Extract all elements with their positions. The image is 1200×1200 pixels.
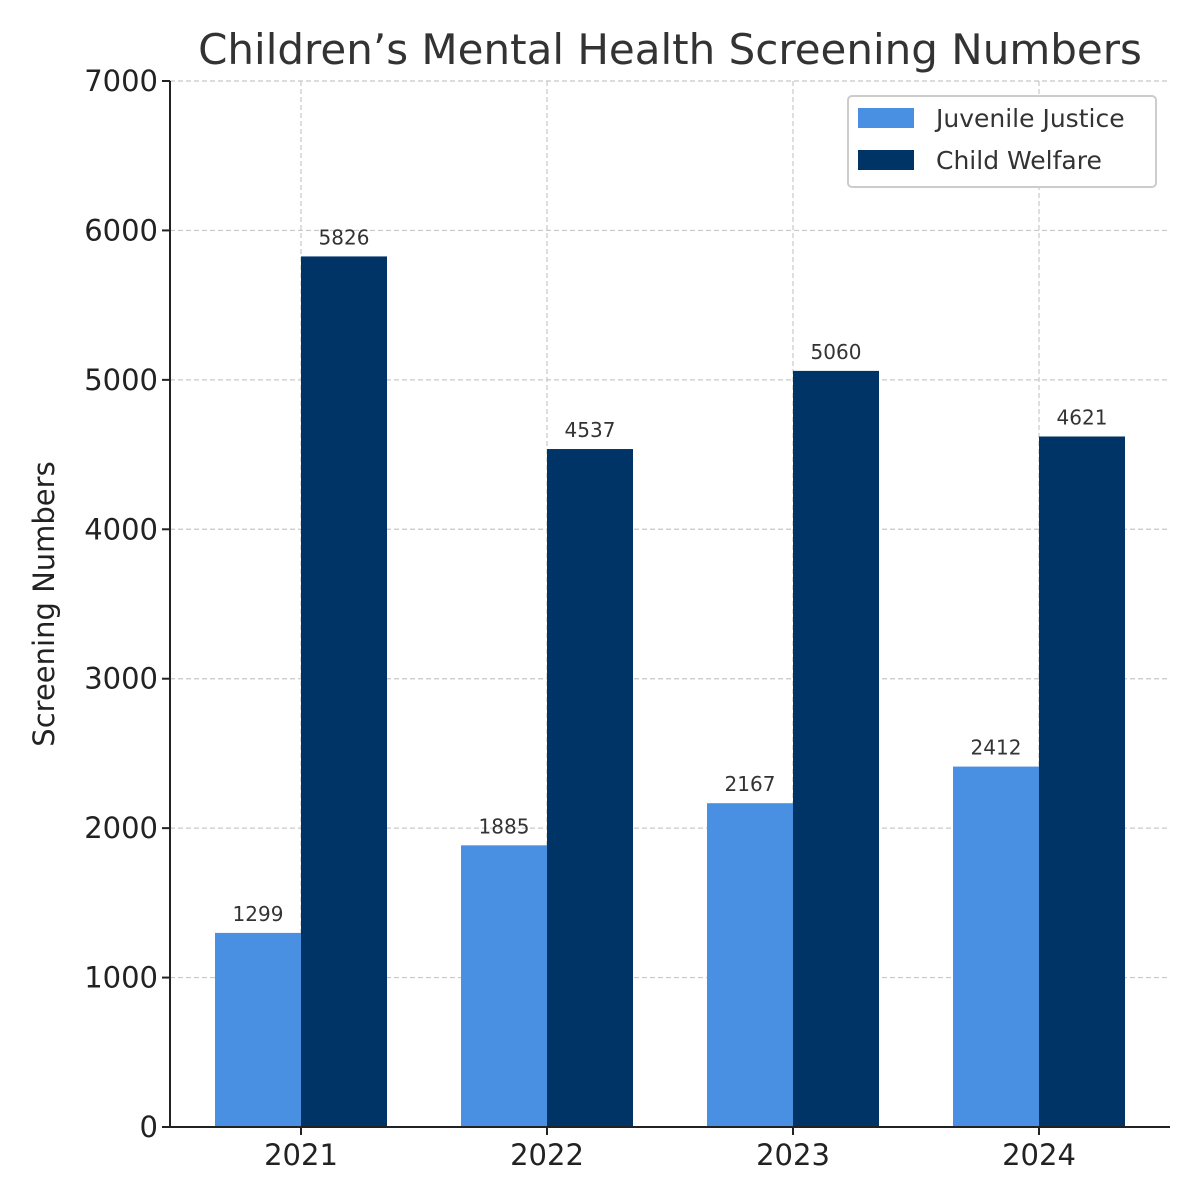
legend: Juvenile Justice Child Welfare [847,95,1157,188]
y-tick-label: 3000 [84,662,158,696]
y-axis-label: Screening Numbers [27,461,61,746]
bar-child-welfare-2023 [793,370,879,1127]
x-tick-label: 2021 [264,1138,338,1172]
y-tick-label: 1000 [84,961,158,995]
data-label: 2167 [725,772,776,796]
legend-swatch-juvenile-justice [858,108,914,128]
y-tick-label: 6000 [84,213,158,247]
data-label: 1885 [479,814,530,838]
y-tick-label: 7000 [84,64,158,98]
x-tick-label: 2023 [756,1138,830,1172]
x-tick-label: 2024 [1002,1138,1076,1172]
bars [215,256,1125,1127]
y-tick-label: 5000 [84,363,158,397]
data-labels: 1299 1885 2167 2412 5826 4537 5060 4621 [233,225,1108,925]
bar-child-welfare-2021 [301,256,387,1127]
bar-juvenile-justice-2023 [707,803,793,1127]
legend-label-juvenile-justice: Juvenile Justice [934,104,1125,133]
legend-swatch-child-welfare [858,150,914,170]
bar-child-welfare-2024 [1039,436,1125,1127]
data-label: 1299 [233,902,284,926]
data-label: 5060 [811,340,862,364]
legend-frame [847,95,1157,188]
chart-title: Children’s Mental Health Screening Numbe… [198,25,1142,74]
data-label: 4537 [565,418,616,442]
data-label: 5826 [319,225,370,249]
bar-child-welfare-2022 [547,449,633,1127]
data-label: 4621 [1057,405,1108,429]
y-tick-label: 2000 [84,811,158,845]
data-label: 2412 [971,736,1022,760]
axes: 0 1000 2000 3000 4000 5000 6000 7000 2021 2022 202… [84,64,1170,1172]
legend-label-child-welfare: Child Welfare [936,146,1102,175]
y-tick-label: 4000 [84,512,158,546]
bar-juvenile-justice-2022 [461,845,547,1127]
bar-juvenile-justice-2021 [215,932,301,1127]
y-tick-label: 0 [140,1110,158,1144]
bar-juvenile-justice-2024 [953,766,1039,1127]
x-tick-label: 2022 [510,1138,584,1172]
